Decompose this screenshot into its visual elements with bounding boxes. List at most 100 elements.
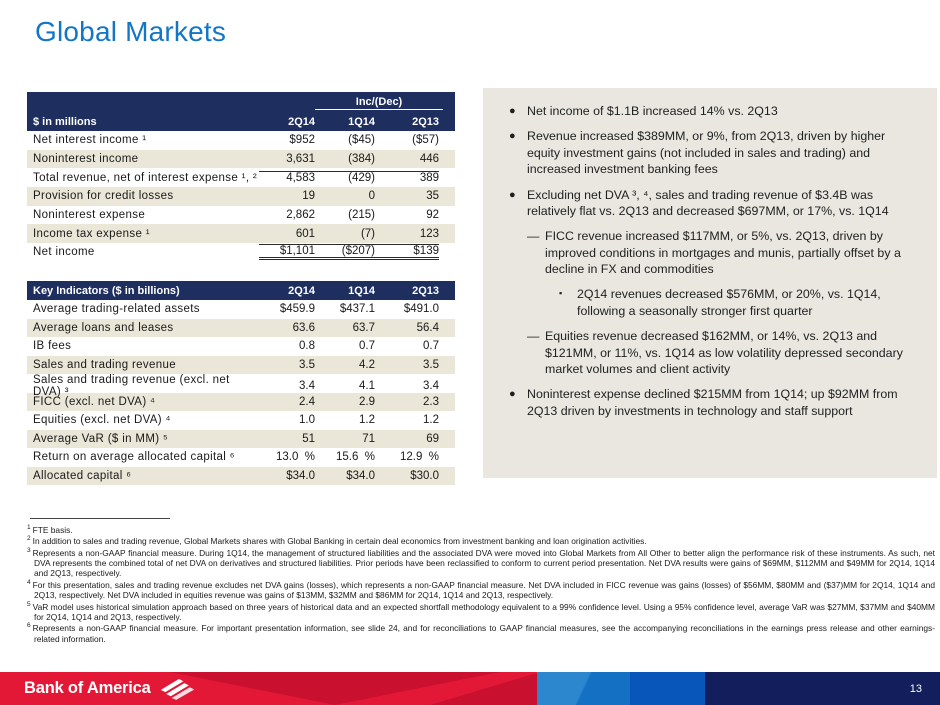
header-spacer (27, 92, 315, 112)
footnote-number: 1 (27, 524, 31, 531)
footnote: 1 FTE basis. (27, 524, 935, 535)
bullet-text: Equities revenue decreased $162MM, or 14… (545, 329, 903, 376)
row-label: Net income (33, 246, 95, 259)
footnote-divider (30, 518, 170, 519)
table-row: Return on average allocated capital ⁶ 13… (27, 448, 455, 467)
value-1q14: 0.7 (359, 340, 375, 353)
row-label: Noninterest income (33, 153, 139, 166)
inc-dec-header: Inc/(Dec) (315, 92, 443, 110)
footnote-number: 3 (27, 546, 31, 554)
value-2q14: $1,101 (259, 244, 315, 261)
value-1q14: 2.9 (359, 395, 375, 408)
value-2q13-incdec: 35 (426, 190, 439, 203)
value-1q14: 71 (362, 432, 375, 445)
bullet-item: ● Net income of $1.1B increased 14% vs. … (497, 103, 921, 119)
value-1q14-incdec: (429) (315, 171, 375, 184)
footnote: 5 VaR model uses historical simulation ap… (27, 601, 935, 623)
row-label: Income tax expense ¹ (33, 227, 150, 240)
footnote-number: 2 (27, 535, 31, 543)
footer-navy-band: 13 (705, 672, 940, 705)
value-1q14-incdec: ($207) (315, 244, 375, 261)
income-table-header: $ in millions 2Q14 1Q14 2Q13 (27, 112, 455, 131)
row-label: Provision for credit losses (33, 190, 174, 203)
bullet-item: ▪ 2Q14 revenues decreased $576MM, or 20%… (497, 286, 921, 319)
column-header-units: $ in millions (33, 115, 97, 128)
bullet-marker-icon: ▪ (559, 288, 563, 299)
table-row: Average loans and leases 63.6 63.7 56.4 (27, 318, 455, 337)
bofa-flag-icon (160, 678, 194, 700)
row-label: Net interest income ¹ (33, 134, 147, 147)
value-2q14: 19 (302, 190, 315, 203)
value-2q14: 3.5 (299, 358, 315, 371)
bofa-logo-text: Bank of America (24, 679, 151, 697)
page-number: 13 (909, 682, 922, 695)
column-header-2q13: 2Q13 (412, 284, 439, 297)
footnote: 3 Represents a non-GAAP financial measure… (27, 547, 935, 579)
footer-blue-segment-1 (537, 672, 630, 705)
page-title: Global Markets (35, 16, 227, 47)
bullet-text: Noninterest expense declined $215MM from… (527, 387, 898, 418)
footnote-number: 5 (27, 600, 31, 608)
value-2q13: 2.3 (423, 395, 439, 408)
bullet-marker-icon: — (527, 329, 540, 344)
income-table-incdec-row: Inc/(Dec) (27, 92, 455, 112)
bullet-marker-icon: — (527, 229, 540, 244)
table-row: Sales and trading revenue (excl. net DVA… (27, 374, 455, 398)
value-2q14: 2.4 (299, 395, 315, 408)
value-2q13: 3.4 (423, 380, 439, 392)
value-2q13-incdec: 123 (419, 227, 439, 240)
column-header-key-indicators: Key Indicators ($ in billions) (33, 284, 180, 297)
table-row: Average trading-related assets $459.9 $4… (27, 300, 455, 319)
value-2q14: 63.6 (292, 321, 315, 334)
column-header-2q13: 2Q13 (412, 115, 439, 128)
footnote: 6 Represents a non-GAAP financial measure… (27, 622, 935, 644)
value-1q14-incdec: ($45) (348, 134, 375, 147)
value-1q14-incdec: (384) (348, 153, 375, 166)
footer-red-band: Bank of America (0, 672, 537, 705)
value-1q14-incdec: (7) (360, 227, 375, 240)
row-label: IB fees (33, 340, 72, 353)
table-row: FICC (excl. net DVA) ⁴ 2.4 2.9 2.3 (27, 392, 455, 411)
table-row: Provision for credit losses 19 0 35 (27, 187, 455, 206)
header-spacer (443, 92, 455, 112)
bullet-marker-icon: ● (509, 188, 516, 201)
value-1q14: 15.6 % (336, 451, 375, 464)
row-label: Equities (excl. net DVA) ⁴ (33, 414, 171, 427)
bullet-item: ● Excluding net DVA ³, ⁴, sales and trad… (497, 187, 921, 220)
key-indicators-header: Key Indicators ($ in billions) 2Q14 1Q14… (27, 281, 455, 300)
value-1q14: 4.1 (359, 380, 375, 392)
column-header-2q14: 2Q14 (288, 115, 315, 128)
value-2q13: 12.9 % (400, 451, 439, 464)
key-indicators-table: Key Indicators ($ in billions) 2Q14 1Q14… (27, 281, 455, 485)
table-row: Allocated capital ⁶ $34.0 $34.0 $30.0 (27, 466, 455, 485)
row-label: Allocated capital ⁶ (33, 469, 132, 482)
value-2q14: 0.8 (299, 340, 315, 353)
value-2q14: 601 (295, 227, 315, 240)
value-2q13-incdec: $139 (375, 244, 439, 261)
bullet-item: ● Noninterest expense declined $215MM fr… (497, 386, 921, 419)
table-row: Net interest income ¹ $952 ($45) ($57) (27, 131, 455, 150)
column-header-2q14: 2Q14 (288, 284, 315, 297)
footnote-text: In addition to sales and trading revenue… (32, 536, 647, 547)
table-row: Total revenue, net of interest expense ¹… (27, 168, 455, 187)
footnote: 2 In addition to sales and trading revenu… (27, 535, 935, 546)
bofa-logo: Bank of America (24, 672, 197, 705)
table-row: Equities (excl. net DVA) ⁴ 1.0 1.2 1.2 (27, 411, 455, 430)
table-row: Noninterest expense 2,862 (215) 92 (27, 206, 455, 225)
value-2q14: 3.4 (299, 380, 315, 392)
table-row: Noninterest income 3,631 (384) 446 (27, 149, 455, 169)
bullet-text: 2Q14 revenues decreased $576MM, or 20%, … (577, 287, 881, 318)
value-2q13-incdec: ($57) (412, 134, 439, 147)
table-row: IB fees 0.8 0.7 0.7 (27, 337, 455, 356)
value-2q14: $34.0 (286, 469, 315, 482)
value-2q13: 69 (426, 432, 439, 445)
value-2q14: 13.0 % (276, 451, 315, 464)
value-2q13: 1.2 (423, 414, 439, 427)
bullet-text: Net income of $1.1B increased 14% vs. 2Q… (527, 104, 778, 118)
value-2q14: $459.9 (279, 303, 315, 316)
footer-bar: Bank of America 13 (0, 672, 940, 705)
commentary-panel: ● Net income of $1.1B increased 14% vs. … (483, 88, 937, 478)
row-label: Average VaR ($ in MM) ⁵ (33, 432, 169, 445)
value-2q14: 1.0 (299, 414, 315, 427)
bullet-text: Revenue increased $389MM, or 9%, from 2Q… (527, 129, 886, 177)
